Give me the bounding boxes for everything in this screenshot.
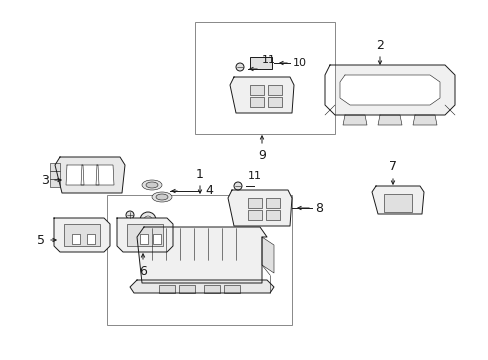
Polygon shape xyxy=(339,75,439,105)
Bar xyxy=(249,57,271,69)
Bar xyxy=(267,97,282,107)
Bar xyxy=(265,210,280,220)
Bar xyxy=(64,224,100,246)
Text: 6: 6 xyxy=(139,265,146,278)
Bar xyxy=(249,85,264,95)
Polygon shape xyxy=(325,65,454,115)
Text: 10: 10 xyxy=(292,58,306,68)
Circle shape xyxy=(140,212,156,228)
Bar xyxy=(265,198,280,208)
Bar xyxy=(249,97,264,107)
Polygon shape xyxy=(412,115,436,125)
Text: 8: 8 xyxy=(314,202,323,215)
Bar xyxy=(195,22,334,134)
Circle shape xyxy=(143,216,152,224)
Text: 7: 7 xyxy=(388,160,396,173)
Circle shape xyxy=(236,63,244,71)
Bar xyxy=(50,163,60,171)
Polygon shape xyxy=(55,157,125,193)
Circle shape xyxy=(126,211,134,219)
Polygon shape xyxy=(227,190,291,226)
Circle shape xyxy=(234,182,242,190)
Bar xyxy=(87,234,95,244)
Ellipse shape xyxy=(142,180,162,190)
Bar xyxy=(247,198,262,208)
Polygon shape xyxy=(229,77,293,113)
Ellipse shape xyxy=(152,192,172,202)
Polygon shape xyxy=(96,165,114,185)
Polygon shape xyxy=(262,237,273,273)
Text: 3: 3 xyxy=(41,174,49,186)
Polygon shape xyxy=(117,218,173,252)
Bar xyxy=(203,285,220,293)
Text: 11: 11 xyxy=(262,55,275,65)
Polygon shape xyxy=(130,280,273,293)
Bar xyxy=(72,234,80,244)
Bar xyxy=(153,234,161,244)
Bar xyxy=(107,195,291,325)
Bar xyxy=(50,171,60,179)
Text: 11: 11 xyxy=(247,171,262,181)
Bar xyxy=(50,179,60,187)
Polygon shape xyxy=(54,218,110,252)
Bar xyxy=(383,194,411,212)
Polygon shape xyxy=(371,186,423,214)
Bar xyxy=(140,234,148,244)
Bar xyxy=(159,285,175,293)
Bar xyxy=(127,224,163,246)
Text: 2: 2 xyxy=(375,39,383,52)
Text: 9: 9 xyxy=(258,149,265,162)
Text: 1: 1 xyxy=(196,168,203,181)
Bar xyxy=(224,285,240,293)
Polygon shape xyxy=(137,227,266,283)
Ellipse shape xyxy=(146,182,158,188)
Polygon shape xyxy=(342,115,366,125)
Polygon shape xyxy=(66,165,84,185)
Text: 4: 4 xyxy=(204,184,212,198)
Polygon shape xyxy=(81,165,99,185)
Bar xyxy=(267,85,282,95)
Bar xyxy=(179,285,195,293)
Ellipse shape xyxy=(156,194,168,200)
Text: 5: 5 xyxy=(37,234,45,247)
Bar xyxy=(247,210,262,220)
Polygon shape xyxy=(377,115,401,125)
